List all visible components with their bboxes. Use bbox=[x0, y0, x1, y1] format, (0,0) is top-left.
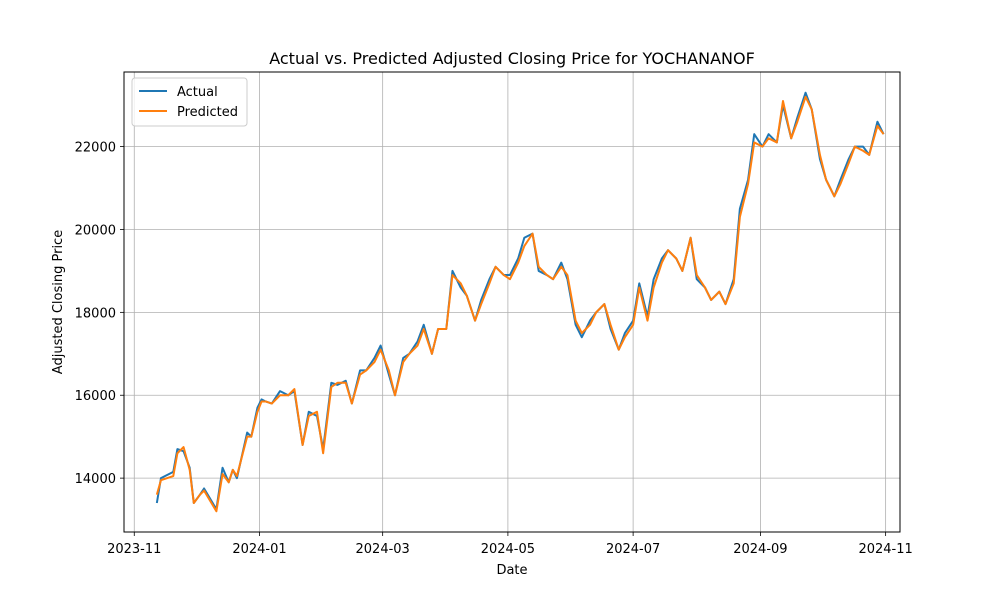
x-tick-label: 2024-05 bbox=[481, 542, 535, 557]
x-tick-label: 2024-03 bbox=[356, 542, 410, 557]
x-tick-label: 2023-11 bbox=[107, 542, 161, 557]
y-tick-label: 22000 bbox=[75, 141, 116, 156]
y-axis-label: Adjusted Closing Price bbox=[51, 230, 66, 374]
x-axis-label: Date bbox=[496, 563, 527, 578]
y-tick-label: 14000 bbox=[75, 472, 116, 487]
plot-frame bbox=[123, 71, 901, 533]
legend-label-predicted: Predicted bbox=[177, 105, 238, 120]
x-axis-ticks: 2023-11 2024-01 2024-03 2024-05 2024-07 2024-… bbox=[107, 532, 913, 557]
y-tick-label: 20000 bbox=[75, 223, 116, 238]
x-tick-label: 2024-11 bbox=[858, 542, 912, 557]
x-tick-label: 2024-09 bbox=[733, 542, 787, 557]
chart-title: Actual vs. Predicted Adjusted Closing Pr… bbox=[269, 49, 755, 68]
y-tick-label: 16000 bbox=[75, 389, 116, 404]
legend-label-actual: Actual bbox=[177, 85, 218, 100]
series-line-predicted bbox=[155, 95, 885, 513]
series-lines bbox=[155, 91, 885, 513]
legend: Actual Predicted bbox=[131, 77, 248, 127]
x-tick-label: 2024-01 bbox=[232, 542, 286, 557]
y-axis-ticks: 14000 16000 18000 20000 22000 bbox=[75, 141, 124, 487]
series-line-actual bbox=[155, 91, 885, 511]
grid bbox=[124, 72, 900, 532]
y-tick-label: 18000 bbox=[75, 306, 116, 321]
x-tick-label: 2024-07 bbox=[606, 542, 660, 557]
